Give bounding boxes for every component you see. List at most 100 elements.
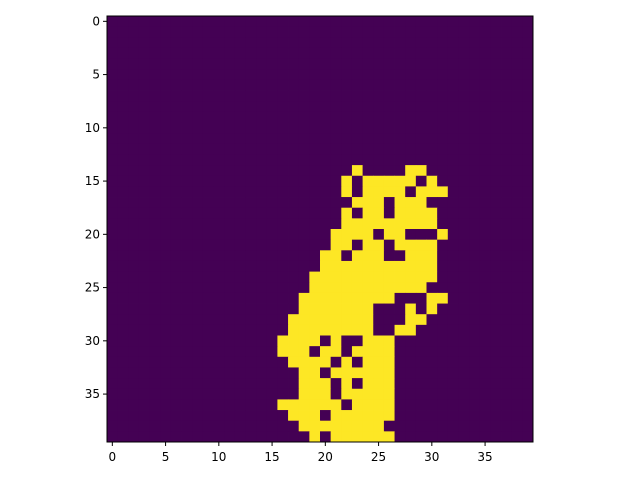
heatmap-cell	[138, 207, 150, 219]
heatmap-cell	[107, 292, 119, 304]
heatmap-cell	[469, 431, 481, 443]
heatmap-cell	[458, 420, 470, 432]
heatmap-cell	[149, 79, 161, 91]
heatmap-cell	[501, 165, 513, 177]
heatmap-cell	[330, 26, 342, 38]
heatmap-cell	[107, 207, 119, 219]
heatmap-cell	[511, 218, 523, 230]
heatmap-cell	[160, 271, 172, 283]
heatmap-cell	[128, 431, 140, 443]
heatmap-cell	[309, 292, 321, 304]
heatmap-cell	[458, 335, 470, 347]
heatmap-cell	[469, 58, 481, 70]
heatmap-cell	[511, 410, 523, 422]
heatmap-cell	[277, 431, 289, 443]
heatmap-cell	[309, 37, 321, 49]
heatmap-cell	[277, 335, 289, 347]
heatmap-cell	[192, 175, 204, 187]
heatmap-cell	[415, 47, 427, 59]
heatmap-cell	[511, 420, 523, 432]
heatmap-cell	[192, 399, 204, 411]
heatmap-cell	[192, 324, 204, 336]
heatmap-cell	[458, 324, 470, 336]
heatmap-cell	[234, 133, 246, 145]
heatmap-cell	[394, 420, 406, 432]
heatmap-cell	[128, 346, 140, 358]
heatmap-cell	[511, 207, 523, 219]
heatmap-cell	[128, 271, 140, 283]
heatmap-cell	[320, 367, 332, 379]
heatmap-cell	[181, 26, 193, 38]
heatmap-cell	[479, 218, 491, 230]
heatmap-cell	[394, 47, 406, 59]
heatmap-cell	[149, 431, 161, 443]
heatmap-cell	[298, 143, 310, 155]
x-tick-label: 20	[318, 450, 333, 464]
heatmap-cell	[256, 79, 268, 91]
heatmap-cell	[479, 335, 491, 347]
heatmap-cell	[511, 388, 523, 400]
heatmap-cell	[138, 165, 150, 177]
heatmap-cell	[351, 239, 363, 251]
heatmap-cell	[383, 420, 395, 432]
heatmap-cell	[511, 58, 523, 70]
heatmap-cell	[202, 303, 214, 315]
heatmap-cell	[383, 229, 395, 241]
heatmap-cell	[320, 324, 332, 336]
heatmap-cell	[490, 47, 502, 59]
heatmap-cell	[341, 197, 353, 209]
heatmap-cell	[511, 69, 523, 81]
heatmap-cell	[277, 324, 289, 336]
heatmap-cell	[362, 431, 374, 443]
heatmap-cell	[117, 218, 129, 230]
heatmap-cell	[202, 260, 214, 272]
heatmap-cell	[298, 260, 310, 272]
heatmap-cell	[522, 79, 534, 91]
heatmap-cell	[138, 175, 150, 187]
heatmap-cell	[266, 37, 278, 49]
heatmap-cell	[351, 356, 363, 368]
heatmap-cell	[415, 431, 427, 443]
heatmap-cell	[181, 431, 193, 443]
heatmap-cell	[437, 143, 449, 155]
heatmap-cell	[266, 133, 278, 145]
heatmap-cell	[373, 186, 385, 198]
heatmap-cell	[245, 356, 257, 368]
heatmap-cell	[149, 111, 161, 123]
heatmap-cell	[373, 282, 385, 294]
heatmap-cell	[128, 26, 140, 38]
heatmap-cell	[117, 431, 129, 443]
heatmap-cell	[405, 207, 417, 219]
heatmap-cell	[383, 16, 395, 28]
heatmap-cell	[256, 388, 268, 400]
heatmap-cell	[320, 388, 332, 400]
heatmap-cell	[192, 229, 204, 241]
heatmap-cell	[266, 410, 278, 422]
heatmap-cell	[383, 47, 395, 59]
heatmap-cell	[415, 420, 427, 432]
heatmap-cell	[469, 250, 481, 262]
heatmap-cell	[224, 314, 236, 326]
heatmap-cell	[170, 420, 182, 432]
heatmap-cell	[426, 207, 438, 219]
heatmap-cell	[373, 346, 385, 358]
heatmap-cell	[479, 346, 491, 358]
heatmap-cell	[362, 133, 374, 145]
heatmap-cell	[192, 122, 204, 134]
heatmap-cell	[192, 356, 204, 368]
heatmap-cell	[224, 79, 236, 91]
heatmap-cell	[128, 314, 140, 326]
heatmap-cell	[149, 26, 161, 38]
heatmap-cell	[192, 218, 204, 230]
heatmap-cell	[320, 260, 332, 272]
heatmap-cell	[128, 292, 140, 304]
heatmap-cell	[479, 399, 491, 411]
heatmap-cell	[149, 69, 161, 81]
heatmap-cell	[138, 410, 150, 422]
heatmap-cell	[138, 314, 150, 326]
heatmap-cell	[330, 282, 342, 294]
heatmap-cell	[309, 356, 321, 368]
heatmap-cell	[394, 133, 406, 145]
heatmap-cell	[160, 218, 172, 230]
